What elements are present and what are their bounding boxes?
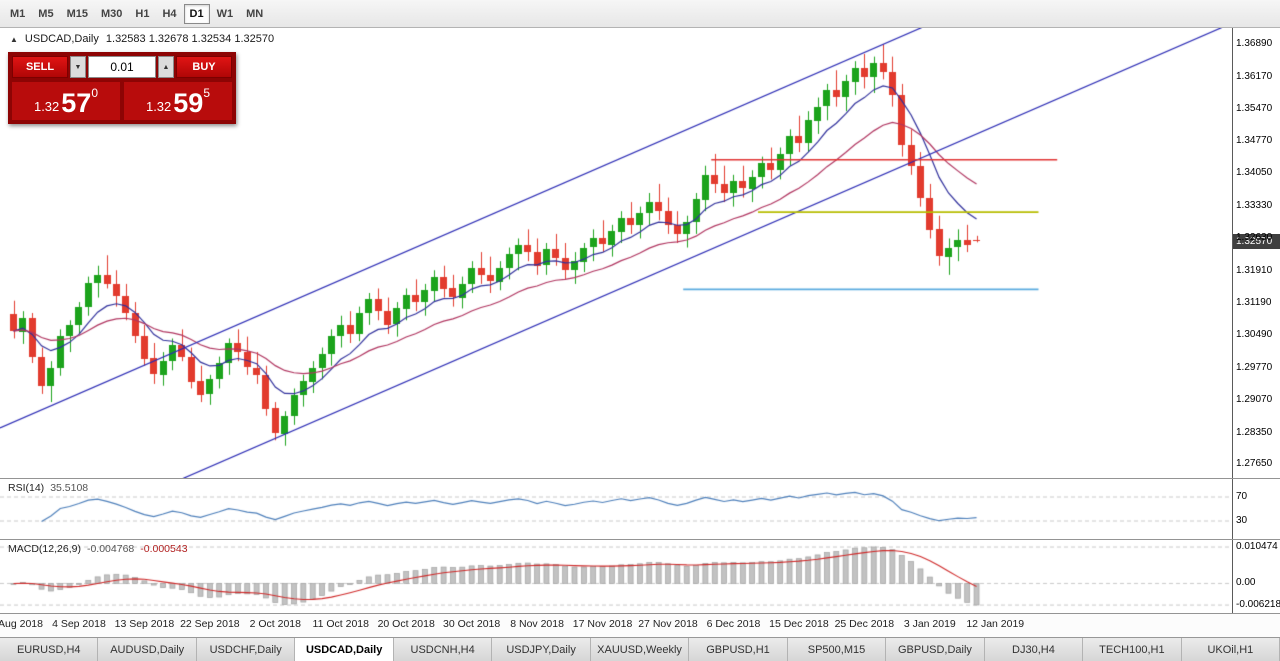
tab-tech100-h1[interactable]: TECH100,H1: [1083, 638, 1182, 661]
price-scale-label: 1.31190: [1236, 297, 1272, 309]
pane-separator[interactable]: [0, 539, 1280, 540]
time-axis-label: 13 Sep 2018: [114, 618, 175, 630]
price-scale-label: 1.30490: [1236, 329, 1273, 341]
time-axis-label: 12 Jan 2019: [966, 618, 1025, 630]
chart-title: ▲ USDCAD,Daily 1.32583 1.32678 1.32534 1…: [10, 33, 274, 45]
time-axis-label: 30 Oct 2018: [443, 618, 501, 630]
time-axis-label: 15 Dec 2018: [769, 618, 829, 630]
tab-audusd-daily[interactable]: AUDUSD,Daily: [98, 638, 197, 661]
timeframe-button-w1[interactable]: W1: [211, 4, 240, 24]
tab-ukoil-h1[interactable]: UKOil,H1: [1181, 638, 1280, 661]
ask-price-big: 59: [173, 88, 204, 118]
rsi-canvas[interactable]: [0, 479, 1232, 539]
macd-indicator-pane: MACD(12,26,9) -0.004768 -0.000543 0.010474…: [0, 540, 1280, 613]
volume-input[interactable]: [88, 56, 156, 78]
current-price-badge: 1.32570: [1233, 233, 1280, 249]
rsi-name: RSI(14): [8, 482, 45, 494]
timeframe-button-m15[interactable]: M15: [61, 4, 94, 24]
price-scale-label: 1.33330: [1236, 200, 1273, 212]
ask-price-display[interactable]: 1.32 59 5: [124, 82, 232, 120]
rsi-level-label: 30: [1236, 515, 1248, 526]
one-click-trading-panel: SELL ▼ ▲ BUY 1.32 57 0 1.32 59 5: [8, 52, 236, 124]
pane-separator[interactable]: [0, 478, 1280, 479]
macd-label: MACD(12,26,9) -0.004768 -0.000543: [8, 543, 188, 555]
price-scale-label: 1.34770: [1236, 134, 1273, 146]
price-scale-label: 1.29770: [1236, 362, 1273, 373]
time-axis-label: 20 Oct 2018: [377, 618, 435, 630]
tab-gbpusd-h1[interactable]: GBPUSD,H1: [689, 638, 788, 661]
chart-tab-bar: EURUSD,H4 AUDUSD,Daily USDCHF,Daily USDCAD,…: [0, 637, 1280, 661]
time-axis-label: 27 Nov 2018: [638, 618, 698, 630]
time-axis-label: 22 Sep 2018: [180, 618, 240, 630]
macd-main-value: -0.004768: [86, 543, 135, 555]
time-axis-label: 4 Sep 2018: [52, 618, 106, 630]
tab-gbpusd-daily[interactable]: GBPUSD,Daily: [886, 638, 985, 661]
timeframe-button-m30[interactable]: M30: [95, 4, 128, 24]
time-axis: 23 Aug 2018 4 Sep 2018 13 Sep 2018 22 Sep 2…: [0, 614, 1280, 637]
volume-down-button[interactable]: ▼: [70, 56, 86, 78]
time-axis-label: 8 Nov 2018: [510, 618, 564, 630]
bid-price-prefix: 1.32: [33, 99, 60, 114]
bid-price-display[interactable]: 1.32 57 0: [12, 82, 120, 120]
tab-usdcad-daily[interactable]: USDCAD,Daily: [295, 638, 394, 661]
chart-symbol-label: USDCAD,Daily: [24, 33, 99, 45]
bid-price-big: 57: [61, 88, 92, 118]
timeframe-button-mn[interactable]: MN: [240, 4, 269, 24]
tab-sp500-m15[interactable]: SP500,M15: [787, 638, 887, 661]
price-scale-label: 1.36170: [1236, 71, 1273, 83]
tab-usdjpy-daily[interactable]: USDJPY,Daily: [492, 638, 591, 661]
timeframe-button-d1[interactable]: D1: [183, 3, 210, 24]
tab-usdcnh-h4[interactable]: USDCNH,H4: [393, 638, 493, 661]
tab-eurusd-h4[interactable]: EURUSD,H4: [0, 638, 99, 661]
macd-level-label: -0.006218: [1236, 599, 1280, 611]
timeframe-button-h1[interactable]: H1: [129, 4, 155, 24]
macd-canvas[interactable]: [0, 540, 1232, 613]
macd-scale: 0.010474 0.00 -0.006218: [1232, 540, 1280, 613]
timeframe-button-m1[interactable]: M1: [4, 4, 31, 24]
price-scale-label: 1.28350: [1236, 426, 1273, 438]
chart-ohlc-values: 1.32583 1.32678 1.32534 1.32570: [105, 33, 275, 45]
price-scale-label: 1.29070: [1236, 393, 1273, 405]
tab-dj30-h4[interactable]: DJ30,H4: [984, 638, 1084, 661]
timeframe-toolbar: M1 M5 M15 M30 H1 H4 D1 W1 MN: [0, 0, 1280, 28]
rsi-indicator-pane: RSI(14) 35.5108 70 30: [0, 479, 1280, 539]
price-scale-label: 1.31910: [1236, 264, 1273, 276]
macd-signal-value: -0.000543: [140, 543, 188, 555]
price-scale-label: 1.36890: [1236, 38, 1273, 50]
bid-price-sup: 0: [91, 86, 99, 100]
rsi-level-label: 70: [1236, 491, 1248, 502]
time-axis-label: 11 Oct 2018: [312, 618, 369, 630]
price-scale-label: 1.35470: [1236, 102, 1273, 114]
time-axis-label: 25 Dec 2018: [834, 618, 895, 630]
timeframe-button-h4[interactable]: H4: [156, 4, 182, 24]
buy-button[interactable]: BUY: [176, 56, 232, 78]
macd-name: MACD(12,26,9): [8, 543, 81, 555]
rsi-label: RSI(14) 35.5108: [8, 482, 88, 494]
pane-separator[interactable]: [0, 613, 1280, 614]
main-chart-pane: ▲ USDCAD,Daily 1.32583 1.32678 1.32534 1…: [0, 28, 1280, 478]
timeframe-button-m5[interactable]: M5: [32, 4, 59, 24]
rsi-value: 35.5108: [50, 482, 89, 494]
chart-arrow-icon: ▲: [10, 34, 18, 44]
sell-button[interactable]: SELL: [12, 56, 68, 78]
ask-price-sup: 5: [203, 86, 211, 100]
tab-xauusd-weekly[interactable]: XAUUSD,Weekly: [590, 638, 690, 661]
ask-price-prefix: 1.32: [145, 99, 172, 114]
time-axis-label: 2 Oct 2018: [249, 618, 301, 630]
price-scale-label: 1.32630: [1236, 232, 1273, 243]
time-axis-label: 17 Nov 2018: [572, 618, 633, 630]
volume-up-button[interactable]: ▲: [158, 56, 174, 78]
macd-level-label: 0.00: [1236, 577, 1256, 589]
time-axis-label: 3 Jan 2019: [903, 618, 956, 630]
price-scale-label: 1.27650: [1236, 458, 1273, 470]
time-axis-label: 6 Dec 2018: [706, 618, 761, 630]
rsi-scale: 70 30: [1232, 479, 1280, 539]
tab-usdchf-daily[interactable]: USDCHF,Daily: [196, 638, 296, 661]
time-axis-label: 23 Aug 2018: [0, 618, 43, 630]
price-scale[interactable]: 1.32570 1.36890 1.36170 1.35470 1.34770 1.34…: [1232, 28, 1280, 478]
price-scale-label: 1.34050: [1236, 167, 1273, 179]
macd-level-label: 0.010474: [1236, 541, 1278, 553]
